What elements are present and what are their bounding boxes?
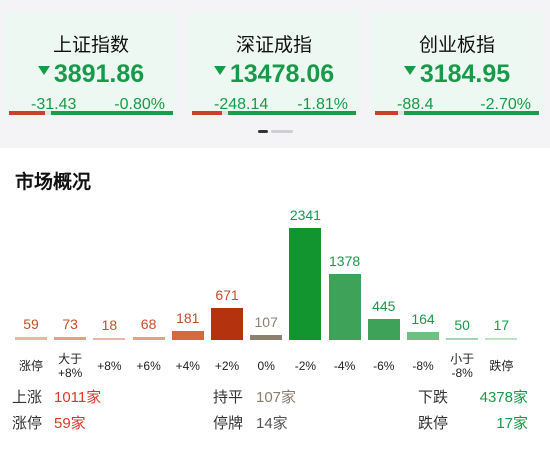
bar-category-label: -4%: [333, 359, 356, 373]
index-card-shenzhen[interactable]: 深证成指 13478.06 -248.14 -1.81%: [188, 12, 360, 115]
down-count: 4378家: [479, 389, 528, 406]
chart-bar: [93, 338, 126, 340]
bar-category-label: -6%: [373, 359, 395, 373]
bar-category-label: 小于 -8%: [450, 352, 475, 380]
flat-label: 持平: [213, 389, 244, 406]
bar-category-label: +8%: [97, 359, 122, 373]
limit-up-count: 59家: [54, 415, 86, 432]
index-change: -248.14: [214, 96, 269, 113]
index-name: 上证指数: [52, 35, 129, 56]
chart-bar: [15, 337, 47, 340]
chart-bar: [367, 318, 400, 340]
index-price: 3891.86: [53, 60, 145, 88]
bar-value-label: 181: [176, 310, 200, 327]
chart-bar: [446, 337, 479, 340]
chart-bar: [328, 274, 361, 340]
bar-category-label: -8%: [412, 359, 434, 373]
bar-value-label: 164: [411, 311, 435, 328]
chart-bar: [250, 334, 283, 340]
bar-value-label: 2341: [289, 207, 321, 223]
index-name: 深证成指: [235, 35, 312, 56]
up-count: 1011家: [54, 389, 102, 406]
down-arrow-icon: [213, 65, 226, 75]
limit-down-label: 跌停: [418, 415, 449, 432]
bar-value-label: 1378: [329, 253, 361, 270]
index-name: 创业板指: [418, 35, 495, 56]
index-change: -31.43: [31, 96, 77, 113]
up-label: 上涨: [12, 389, 43, 406]
bar-category-label: -2%: [294, 359, 317, 373]
chart-bar: [171, 331, 204, 340]
index-change-pct: -1.81%: [297, 96, 348, 113]
index-carousel: 上证指数 3891.86 -31.43 -0.80% 深证成指 13478.06…: [0, 0, 550, 148]
flat-count: 107家: [256, 389, 297, 406]
index-change-pct: -2.70%: [480, 96, 531, 113]
suspend-label: 停牌: [213, 415, 244, 432]
index-price: 13478.06: [229, 60, 335, 88]
chart-bar: [54, 336, 87, 340]
limit-up-label: 涨停: [12, 415, 43, 432]
page-dot[interactable]: [271, 130, 293, 133]
bar-value-label: 445: [372, 297, 396, 314]
chart-bar: [485, 338, 518, 340]
up-down-ratio-bar: [9, 111, 173, 115]
stats-row-1: 上涨 1011家 持平 107家 下跌 4378家: [0, 386, 550, 408]
chart-bar: [132, 336, 165, 340]
bar-value-label: 107: [254, 313, 278, 330]
down-label: 下跌: [418, 389, 449, 406]
bar-value-label: 68: [140, 315, 157, 332]
index-change: -88.4: [397, 96, 434, 113]
distribution-chart: 59 涨停 73 大于 +8% 18 +8% 68 +6% 181 +4% 671 +2% 107 0% 23…: [0, 148, 550, 455]
index-card-shanghai[interactable]: 上证指数 3891.86 -31.43 -0.80%: [5, 12, 177, 115]
up-down-ratio-bar: [192, 111, 356, 115]
bar-category-label: 跌停: [489, 359, 514, 373]
up-down-ratio-bar: [375, 111, 539, 115]
chart-bar: [211, 307, 243, 340]
down-arrow-icon: [403, 65, 416, 75]
page-dot-active[interactable]: [258, 130, 268, 133]
bar-category-label: 大于 +8%: [58, 352, 83, 380]
bar-value-label: 50: [454, 316, 470, 333]
bar-value-label: 73: [62, 315, 78, 332]
bar-category-label: +2%: [214, 359, 240, 373]
index-change-pct: -0.80%: [114, 96, 165, 113]
chart-bar: [407, 332, 439, 340]
suspend-count: 14家: [256, 415, 288, 432]
bar-value-label: 17: [493, 317, 510, 333]
stats-row-2: 涨停 59家 停牌 14家 跌停 17家: [0, 412, 550, 434]
index-price: 3184.95: [419, 60, 511, 88]
bar-category-label: 0%: [257, 359, 275, 373]
index-card-chinext[interactable]: 创业板指 3184.95 -88.4 -2.70%: [371, 12, 543, 115]
market-overview-panel: 市场概况 59 涨停 73 大于 +8% 18 +8% 68 +6% 181 +4% 671 +2% 10…: [0, 148, 550, 455]
bar-category-label: +4%: [175, 359, 200, 373]
limit-down-count: 17家: [496, 415, 528, 432]
bar-value-label: 59: [23, 316, 39, 333]
carousel-pagination[interactable]: [258, 130, 293, 133]
bar-category-label: +6%: [136, 359, 161, 373]
chart-bar: [289, 228, 322, 340]
bar-value-label: 671: [215, 286, 239, 303]
bar-category-label: 涨停: [18, 359, 43, 373]
section-title: 市场概况: [15, 172, 92, 193]
down-arrow-icon: [37, 65, 50, 75]
bar-value-label: 18: [101, 317, 118, 333]
